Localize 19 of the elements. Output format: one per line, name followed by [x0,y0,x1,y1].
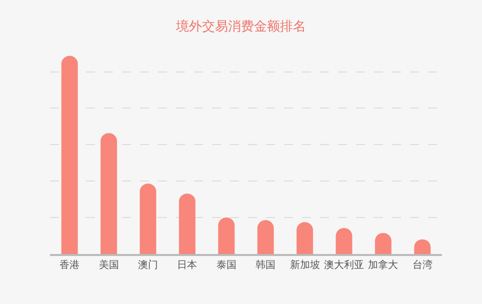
x-tick-label: 日本 [177,258,198,271]
x-tick-label: 韩国 [256,258,276,271]
bar [61,56,78,254]
bar [257,220,274,254]
x-tick-label: 美国 [98,258,119,271]
chart-title: 境外交易消费金额排名 [175,18,306,34]
bar [140,184,156,254]
x-tick-label: 加拿大 [368,258,398,271]
x-tick-label: 香港 [60,258,80,271]
bar [296,222,314,254]
bar [336,228,352,254]
x-tick-label: 台湾 [412,258,432,271]
x-tick-label: 澳大利亚 [324,258,364,271]
x-tick-label: 新加坡 [290,258,320,271]
x-tick-label: 泰国 [216,260,236,271]
bar [178,194,196,254]
bar [218,218,235,254]
bar [100,133,118,254]
x-tick-label: 澳门 [138,258,158,271]
